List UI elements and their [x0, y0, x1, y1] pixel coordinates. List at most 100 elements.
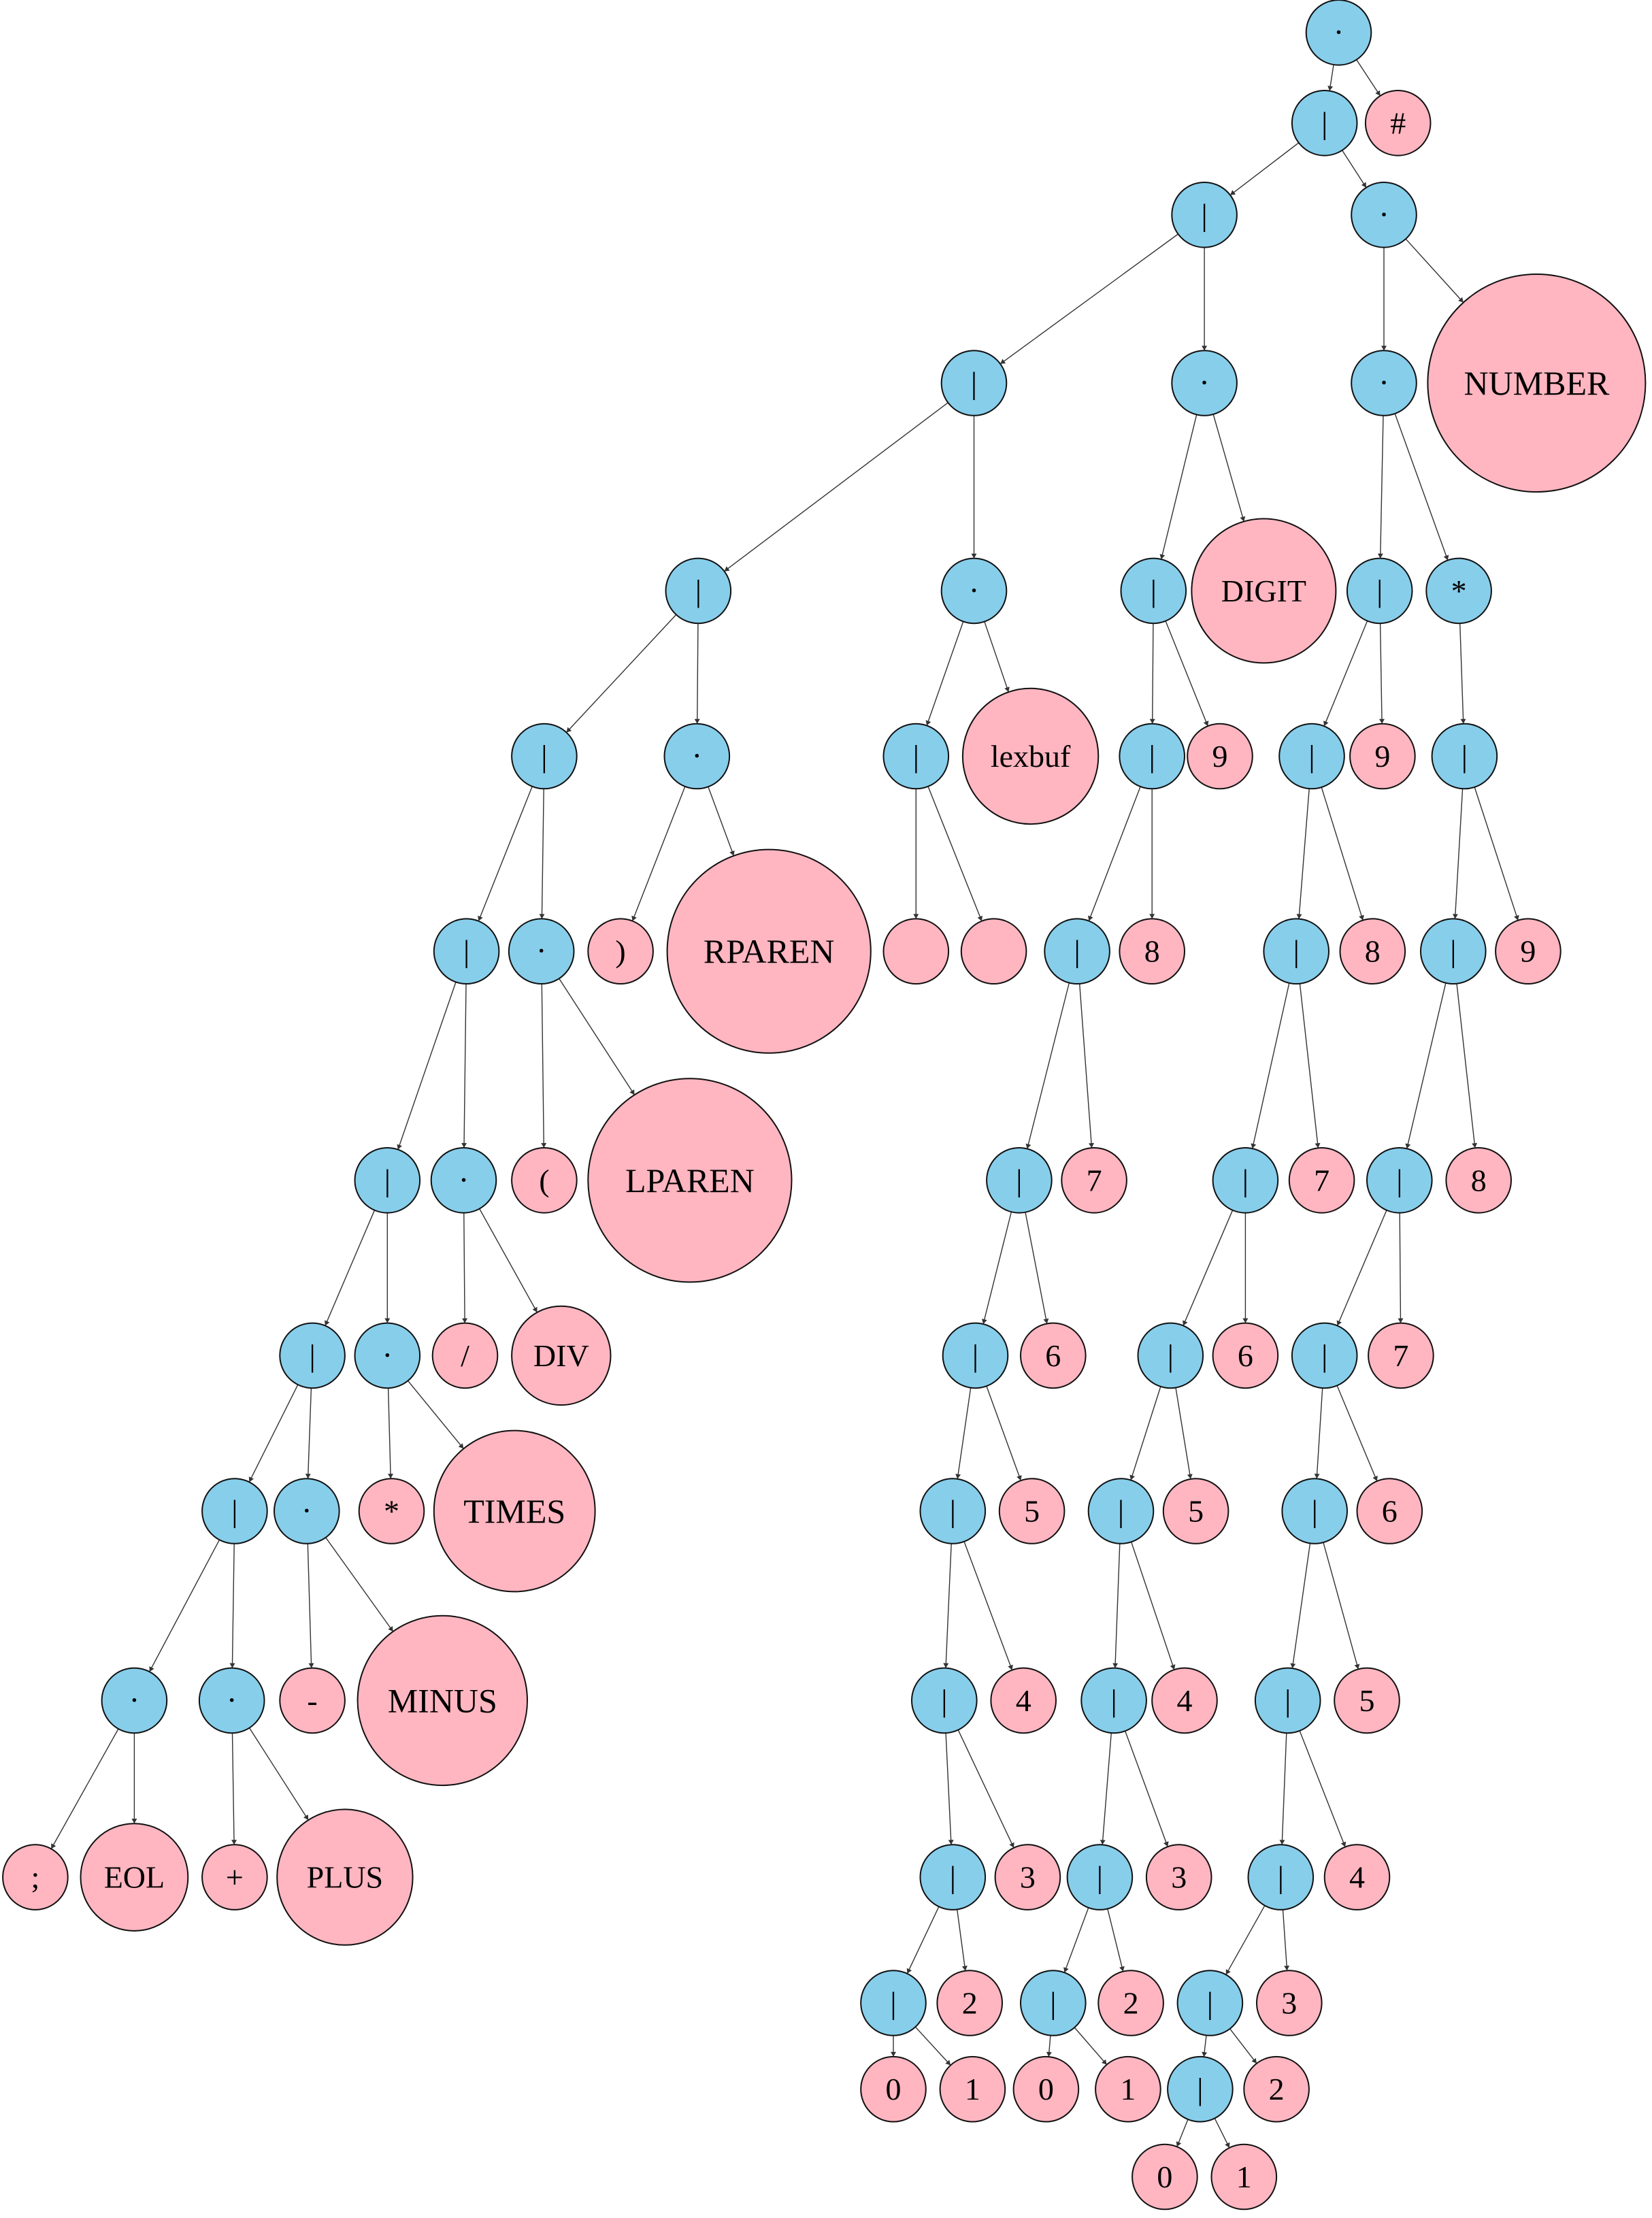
- tree-edge: [325, 1210, 376, 1326]
- leaf-node: 1: [939, 2055, 1006, 2123]
- operator-node: |: [1366, 1147, 1433, 1214]
- node-label: 7: [1087, 1163, 1102, 1197]
- edge-arrowhead: [388, 1626, 393, 1632]
- leaf-node: /: [431, 1322, 499, 1389]
- node-label: 0: [886, 2072, 902, 2106]
- tree-edge: [926, 621, 964, 726]
- leaf-circle: [998, 1478, 1065, 1544]
- leaf-node: #: [1364, 90, 1432, 156]
- operator-circle: [940, 350, 1008, 416]
- edge-arrowhead: [229, 1663, 235, 1668]
- operator-node: ·: [198, 1667, 265, 1734]
- operator-node: |: [1254, 1667, 1321, 1734]
- tree-edge: [1176, 2119, 1189, 2147]
- leaf-circle: [939, 2055, 1006, 2123]
- operator-circle: [274, 1478, 340, 1544]
- node-label: 6: [1382, 1494, 1398, 1529]
- edge-arrowhead: [1187, 1474, 1193, 1479]
- edge-arrowhead: [1284, 1966, 1290, 1971]
- operator-node: ·: [940, 557, 1008, 625]
- operator-node: |: [1119, 723, 1185, 790]
- tree-edge: [478, 786, 533, 922]
- edge-arrowhead: [458, 1443, 464, 1449]
- edge-arrowhead: [982, 1319, 987, 1325]
- tree-edge: [957, 1909, 966, 1971]
- node-label: |: [1321, 105, 1327, 140]
- operator-circle: [1087, 1478, 1155, 1544]
- edge-arrowhead: [1323, 721, 1329, 727]
- tree-edge: [982, 1212, 1012, 1325]
- leaf-node: -: [279, 1667, 346, 1734]
- leaf-node: 8: [1339, 918, 1406, 984]
- node-label: 0: [1157, 2159, 1172, 2194]
- leaf-circle: [1256, 1970, 1323, 2036]
- tree-edge: [724, 402, 948, 572]
- edge-arrowhead: [388, 1474, 393, 1479]
- leaf-circle: [1368, 1322, 1434, 1389]
- node-label: ): [615, 934, 625, 969]
- edge-arrowhead: [1230, 190, 1236, 195]
- tree-edge: [1161, 414, 1197, 560]
- node-label: 5: [1024, 1494, 1040, 1529]
- leaf-node: 6: [1020, 1322, 1087, 1389]
- leaf-node: (: [511, 1147, 578, 1214]
- edge-arrowhead: [1203, 721, 1209, 727]
- leaf-circle: [357, 1615, 528, 1787]
- edge-arrowhead: [1279, 1840, 1285, 1845]
- node-label: +: [226, 1860, 244, 1895]
- operator-node: |: [1020, 1970, 1087, 2036]
- operator-circle: [1020, 1970, 1087, 2036]
- operator-node: |: [1137, 1322, 1204, 1389]
- edge-arrowhead: [149, 1666, 154, 1672]
- edge-arrowhead: [1025, 1143, 1031, 1149]
- edge-arrowhead: [1377, 553, 1383, 559]
- edge-arrowhead: [1017, 1475, 1022, 1480]
- operator-circle: [1167, 2055, 1234, 2123]
- tree-edge: [945, 1543, 952, 1668]
- operator-node: |: [665, 557, 732, 625]
- tree-edge: [1454, 789, 1464, 919]
- node-label: DIGIT: [1221, 574, 1306, 608]
- tree-edge: [1321, 787, 1364, 921]
- leaf-circle: [358, 1478, 425, 1544]
- edge-arrowhead: [1202, 346, 1208, 351]
- tree-edge: [1282, 1909, 1288, 1971]
- operator-circle: [1247, 1844, 1315, 1910]
- node-label: 2: [1269, 2072, 1285, 2106]
- operator-circle: [198, 1667, 265, 1734]
- leaf-node: 0: [860, 2055, 927, 2123]
- edge-arrowhead: [1290, 1663, 1296, 1668]
- edge-arrowhead: [729, 850, 735, 856]
- operator-circle: [942, 1322, 1009, 1389]
- leaf-circle: [1349, 723, 1416, 790]
- operator-circle: [1278, 723, 1345, 790]
- leaf-circle: [2, 1844, 69, 1910]
- operator-circle: [354, 1322, 421, 1389]
- edge-arrowhead: [1472, 1142, 1478, 1148]
- node-label: |: [384, 1163, 391, 1197]
- edge-arrowhead: [1225, 1969, 1231, 1975]
- operator-circle: [1171, 350, 1238, 416]
- edge-arrowhead: [478, 915, 483, 921]
- operator-node: |: [919, 1478, 987, 1544]
- leaf-circle: [279, 1667, 346, 1734]
- leaf-node: 3: [1256, 1970, 1323, 2036]
- tree-edge: [541, 983, 544, 1148]
- operator-node: |: [1247, 1844, 1315, 1910]
- operator-node: ·: [508, 918, 575, 984]
- edge-arrowhead: [1460, 718, 1466, 724]
- edge-arrowhead: [1240, 516, 1246, 522]
- tree-edge: [1299, 983, 1319, 1148]
- operator-node: |: [279, 1322, 346, 1389]
- operator-node: ·: [430, 1147, 497, 1214]
- node-label: LPAREN: [625, 1161, 755, 1199]
- node-label: 8: [1365, 934, 1381, 969]
- leaf-circle: [431, 1322, 499, 1389]
- tree-edge: [1130, 1386, 1161, 1480]
- leaf-circle: [1495, 918, 1562, 984]
- tree-edge: [1252, 982, 1290, 1149]
- leaf-circle: [1288, 1147, 1355, 1214]
- node-label: ·: [693, 744, 701, 769]
- operator-circle: [1420, 918, 1487, 984]
- node-label: NUMBER: [1464, 364, 1610, 402]
